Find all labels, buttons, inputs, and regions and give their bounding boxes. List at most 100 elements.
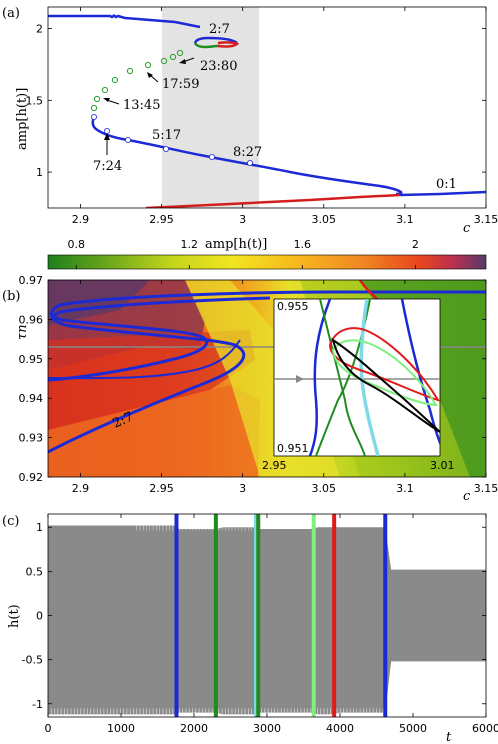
c-signal-envelope: [48, 525, 486, 715]
x-tick-label: 3: [239, 482, 246, 495]
panel-a-label: (a): [2, 6, 20, 21]
y-tick-label: -1: [32, 698, 43, 711]
colorbar-ticks: 0.8 1.2 1.6 2: [68, 238, 419, 269]
colorbar-tick-label: 1.2: [181, 238, 199, 251]
colorbar: 0.8 1.2 1.6 2 amp[h(t)]: [47, 237, 487, 270]
b-x-axis: 2.9 2.95 3 3.05 3.1 3.15: [72, 280, 498, 495]
y-tick-label: 0.96: [19, 313, 44, 326]
y-tick-label: 1.5: [26, 94, 44, 107]
y-tick-label: 0.97: [19, 274, 44, 287]
white-marker: [246, 159, 253, 166]
inset-black-loop: [331, 337, 440, 433]
white-marker: [125, 136, 132, 143]
c-signal-ripples: [48, 525, 384, 715]
green-marker: [160, 57, 168, 65]
inset-red-loop: [328, 327, 440, 402]
panel-b-frame: [47, 279, 487, 478]
a-x-label: c: [463, 221, 471, 236]
x-tick-label: 3.05: [312, 482, 337, 495]
panel-a-shaded-region: [162, 7, 259, 208]
b-x-label: c: [463, 489, 471, 504]
panel-c-label: (c): [2, 514, 19, 529]
a-y-axis: 11.52: [26, 23, 486, 179]
c-x-label: t: [446, 730, 452, 744]
panel-a-frame: [47, 6, 487, 209]
ann-8-27: 8:27: [233, 145, 262, 160]
ann-23-80: 23:80: [200, 59, 237, 74]
x-tick-label: 2.95: [149, 213, 174, 226]
x-tick-label: 5000: [399, 722, 427, 735]
y-tick-label: 1: [36, 166, 43, 179]
panel-b-label: (b): [2, 289, 20, 304]
a-upper-branch: [48, 13, 201, 29]
inset-blue-right: [400, 299, 440, 447]
b-tongue-inner: [48, 296, 271, 382]
green-marker: [101, 86, 109, 94]
inset-y-bottom: 0.951: [277, 442, 309, 455]
panel-a: 2:7 23:80 17:59 13:45 7:24 5:17 8:27 0:1…: [2, 6, 498, 236]
a-white-markers: [91, 114, 253, 166]
b-inset: 0.955 0.951 2.95 3.01: [262, 298, 455, 472]
a-loop-red: [217, 41, 240, 48]
y-tick-label: 0.92: [19, 471, 44, 484]
a-loop-green: [193, 42, 219, 49]
b-y-label: τn: [15, 324, 30, 340]
b-y-axis: 0.92 0.93 0.94 0.95 0.96 0.97: [19, 274, 486, 484]
x-tick-label: 3.15: [474, 482, 498, 495]
y-tick-label: 0.94: [19, 392, 44, 405]
c-x-axis: 0 1000 2000 3000 4000 5000 6000: [45, 514, 498, 735]
colorbar-label: amp[h(t)]: [205, 237, 267, 252]
a-green-markers: [90, 49, 184, 112]
panel-a-lines: [48, 13, 486, 208]
x-tick-label: 3000: [253, 722, 281, 735]
y-tick-label: 2: [36, 23, 43, 36]
b-tongue-outer: [48, 290, 486, 454]
ann-17-59: 17:59: [162, 77, 199, 92]
y-tick-label: 0.5: [26, 565, 44, 578]
x-tick-label: 0: [45, 722, 52, 735]
y-tick-label: 0.95: [19, 353, 44, 366]
green-marker: [93, 95, 101, 103]
inset-green-1: [319, 299, 366, 456]
ann-2-7: 2:7: [209, 22, 230, 37]
ann-5-17: 5:17: [152, 128, 181, 143]
b-tongue-mid: [48, 339, 241, 380]
y-tick-label: 1: [36, 521, 43, 534]
c-y-label: h(t): [7, 604, 22, 628]
green-marker: [126, 67, 134, 75]
x-tick-label: 2.9: [72, 482, 90, 495]
c-vertical-lines: [174, 514, 388, 717]
inset-y-top: 0.955: [277, 300, 309, 313]
inset-x-left: 2.95: [262, 459, 287, 472]
white-marker: [104, 127, 111, 134]
ann-13-45: 13:45: [123, 98, 160, 113]
green-marker: [90, 104, 98, 112]
a-zero-one-red: [145, 193, 401, 208]
green-marker: [111, 76, 119, 84]
colorbar-tick-label: 0.8: [68, 238, 86, 251]
x-tick-label: 2.95: [149, 482, 174, 495]
x-tick-label: 3.05: [312, 213, 337, 226]
c-y-axis: -1 -0.5 0 0.5 1: [22, 521, 486, 711]
y-tick-label: 0.93: [19, 432, 44, 445]
a-x-axis: 2.9 2.95 3 3.05 3.1 3.15: [72, 7, 498, 226]
x-tick-label: 3.1: [396, 482, 414, 495]
a-y-label: amp[h(t)]: [15, 88, 30, 150]
inset-blue-left: [308, 299, 332, 456]
inset-x-right: 3.01: [430, 459, 455, 472]
panel-b: 2:7 0.955 0.951 2.95 3.01 2.9 2.95 3 3.: [2, 274, 498, 504]
x-tick-label: 1000: [107, 722, 135, 735]
colorbar-ramp: [47, 254, 487, 270]
ann-7-24: 7:24: [93, 159, 122, 174]
white-marker: [91, 114, 98, 121]
white-marker: [162, 145, 169, 152]
a-zero-one-blue: [399, 190, 486, 197]
white-marker: [208, 153, 215, 160]
x-tick-label: 3: [239, 213, 246, 226]
green-marker: [144, 61, 152, 69]
b-red-curve: [358, 280, 379, 301]
x-tick-label: 4000: [326, 722, 354, 735]
y-tick-label: -0.5: [22, 654, 43, 667]
inset-lightgreen-loop: [331, 339, 438, 407]
x-tick-label: 3.1: [396, 213, 414, 226]
